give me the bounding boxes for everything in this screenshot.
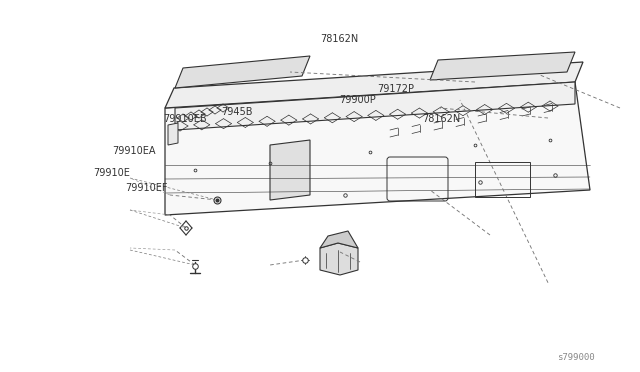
Polygon shape xyxy=(320,243,358,275)
Polygon shape xyxy=(320,231,358,248)
Text: 79900P: 79900P xyxy=(339,96,376,105)
Polygon shape xyxy=(270,140,310,200)
Text: 78162N: 78162N xyxy=(320,34,358,44)
Polygon shape xyxy=(175,82,575,130)
Polygon shape xyxy=(430,52,575,80)
Text: 78162N: 78162N xyxy=(422,114,461,124)
Text: 79910EB: 79910EB xyxy=(163,114,207,124)
Polygon shape xyxy=(165,82,590,215)
Text: 79172P: 79172P xyxy=(378,84,415,94)
Text: 7945B: 7945B xyxy=(221,107,252,116)
Text: s799000: s799000 xyxy=(557,353,595,362)
Polygon shape xyxy=(168,123,178,145)
Text: 79910EF: 79910EF xyxy=(125,183,167,193)
Polygon shape xyxy=(165,62,583,108)
Polygon shape xyxy=(175,56,310,88)
Text: 79910E: 79910E xyxy=(93,168,130,178)
Text: 79910EA: 79910EA xyxy=(112,146,156,155)
